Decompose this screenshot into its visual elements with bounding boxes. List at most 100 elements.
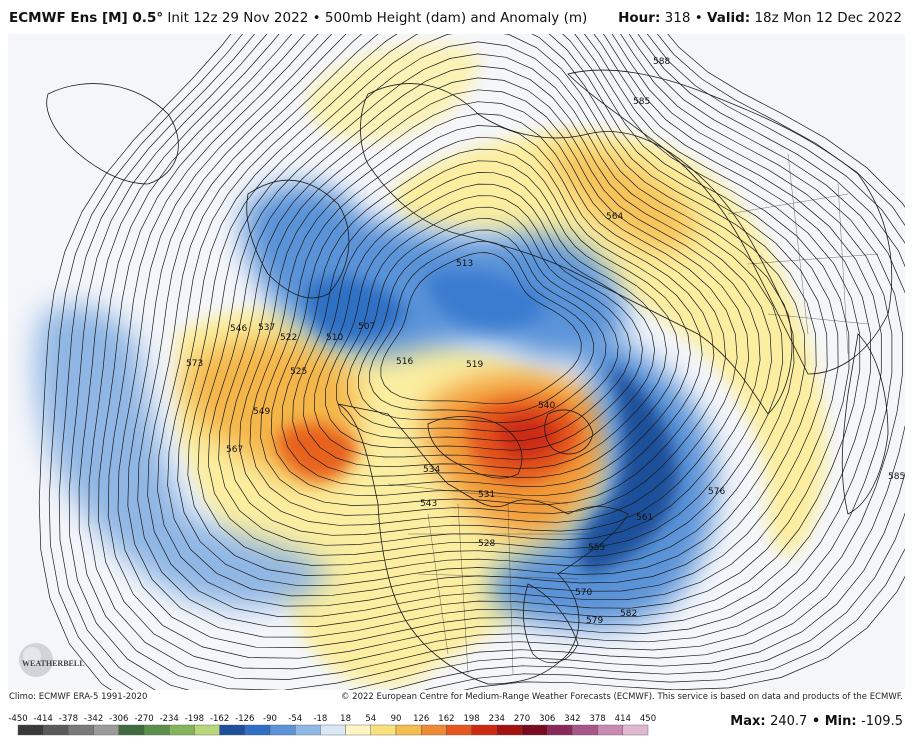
min-label: Min: [824, 714, 857, 729]
header-bar: ECMWF Ens [M] 0.5° Init 12z 29 Nov 2022 … [0, 0, 913, 34]
product-name: 500mb Height (dam) and Anomaly (m) [324, 10, 588, 26]
contour-label: 576 [708, 487, 725, 497]
contour-line [260, 125, 715, 506]
contour-label: 507 [358, 322, 375, 332]
contour-line [157, 34, 828, 607]
contour-label: 519 [466, 360, 483, 370]
contour-label: 555 [588, 543, 605, 553]
height-contours [38, 34, 905, 690]
colorbar-tick-label: 342 [564, 714, 580, 724]
init-time: Init 12z 29 Nov 2022 [167, 10, 309, 26]
colorbar-tick-label: -306 [109, 714, 128, 724]
colorbar-tick-label: -18 [313, 714, 327, 724]
separator: • [811, 714, 821, 729]
contour-line [270, 136, 703, 497]
colorbar-tick-label: -126 [235, 714, 254, 724]
colorbar-swatch [244, 724, 271, 736]
colorbar-tick-label: 234 [489, 714, 505, 724]
colorbar-swatch [421, 724, 447, 736]
max-min-readout: Max: 240.7 • Min: -109.5 [730, 714, 903, 729]
colorbar-tick-label: -342 [84, 714, 103, 724]
colorbar-tick-label: -90 [263, 714, 277, 724]
copyright-note: © 2022 European Centre for Medium-Range … [340, 692, 903, 702]
contour-line [239, 101, 738, 526]
colorbar-swatch [572, 724, 598, 736]
colorbar-swatch [320, 724, 346, 736]
colorbar-swatch [43, 724, 69, 736]
polar-map: 588 585 564 513 507 510 516 519 540 546 … [8, 34, 905, 690]
colorbar-tick-label: 162 [438, 714, 454, 724]
logo-text: WEATHERBELL [22, 659, 85, 668]
colorbar-swatch [219, 724, 246, 736]
contour-line [228, 89, 750, 536]
map-title: ECMWF Ens [M] 0.5° Init 12z 29 Nov 2022 … [9, 10, 587, 26]
valid-time-title: Hour: 318 • Valid: 18z Mon 12 Dec 2022 [618, 10, 902, 26]
contour-line [197, 53, 784, 566]
contour-line [314, 183, 655, 460]
colorbar-swatch [471, 724, 498, 736]
colorbar-tick-label: -234 [160, 714, 179, 724]
separator: • [694, 10, 703, 26]
colorbar-tick-label: -198 [185, 714, 204, 724]
contour-line [207, 65, 772, 556]
weatherbell-logo: WEATHERBELL [19, 643, 85, 677]
contour-line [137, 34, 850, 628]
contour-label: 531 [478, 490, 495, 500]
colorbar-tick-label: 378 [589, 714, 605, 724]
contour-line [347, 218, 619, 433]
contour-line [48, 34, 905, 690]
colorbar-tick-label: -270 [134, 714, 153, 724]
colorbar-swatch [496, 724, 523, 736]
colorbar-swatch [68, 724, 94, 736]
colorbar-tick-label: 198 [463, 714, 479, 724]
max-value: 240.7 [770, 714, 808, 729]
contour-label: 510 [326, 333, 343, 343]
contour-label: 528 [478, 539, 495, 549]
contour-label: 579 [586, 616, 603, 626]
colorbar-swatch [395, 724, 422, 736]
contour-line [358, 229, 607, 423]
colorbar-tick-label: 54 [365, 714, 376, 724]
colorbar-swatch [597, 724, 623, 736]
contour-line [369, 240, 595, 414]
coastlines [46, 69, 893, 685]
contour-line [281, 148, 691, 487]
colorbar-tick-label: -414 [34, 714, 53, 724]
contour-line [68, 34, 905, 690]
hour-value: 318 [664, 10, 691, 26]
valid-label: Valid: [707, 10, 751, 26]
contour-line [107, 34, 882, 659]
contour-label: 570 [575, 588, 592, 598]
contour-label: 525 [290, 367, 307, 377]
contour-label: 582 [620, 609, 637, 619]
contour-line [177, 34, 806, 587]
contour-label: 561 [636, 513, 653, 523]
colorbar-swatch [370, 724, 397, 736]
colorbar-tick-label: 414 [615, 714, 631, 724]
contour-line [187, 41, 795, 576]
colorbar-tick-label: -450 [8, 714, 27, 724]
contour-line [167, 34, 817, 597]
contour-line [98, 34, 893, 670]
contour-label: 585 [633, 97, 650, 107]
contour-label: 537 [258, 323, 275, 333]
contour-label: 573 [186, 359, 203, 369]
contour-label: 546 [230, 324, 247, 334]
contour-line [58, 34, 905, 690]
contour-label: 534 [423, 465, 440, 475]
anomaly-shading [36, 43, 827, 686]
colorbar-swatch [194, 724, 220, 736]
colorbar-swatch [345, 724, 372, 736]
colorbar-tick-label: 126 [413, 714, 429, 724]
colorbar-legend: -450 -414 -378 -342 -306 -270 -234 -198 -162 -126… [8, 714, 656, 736]
contour-label: 543 [420, 499, 437, 509]
colorbar-swatch [622, 724, 649, 736]
contour-label: 585 [888, 472, 905, 482]
colorbar-swatch [521, 724, 548, 736]
colorbar-tick-label: 18 [340, 714, 351, 724]
contour-line [38, 34, 905, 690]
contour-label: 522 [280, 333, 297, 343]
contour-line [325, 195, 643, 451]
contour-label: 516 [396, 357, 413, 367]
contour-line [147, 34, 839, 617]
